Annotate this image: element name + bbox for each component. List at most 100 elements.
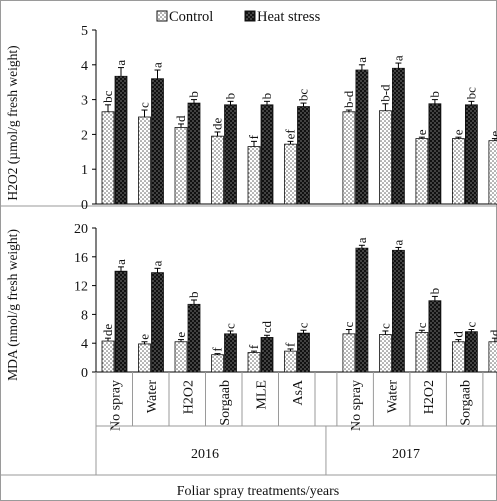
heat-stress-bar: [391, 249, 405, 373]
significance-letter: b: [427, 288, 442, 295]
significance-letter: d: [450, 331, 465, 338]
y-tick-label: 2: [81, 128, 88, 143]
significance-letter: a: [113, 60, 128, 66]
significance-letter: e: [137, 334, 152, 340]
x-tick-label: H2O2: [181, 380, 196, 414]
significance-letter: f: [246, 134, 261, 139]
heat-stress-bar: [428, 300, 442, 373]
control-bar: [211, 135, 224, 205]
legend-control-swatch: [156, 10, 168, 22]
control-bar: [451, 138, 465, 205]
x-tick-label: Water: [386, 380, 401, 413]
control-bar: [101, 111, 115, 205]
significance-letter: cd: [259, 321, 274, 334]
mda-panel: 0 4 8 12 16 20 MDA (nmol/g fresh weight) de e e f f…: [5, 222, 497, 381]
legend-control-label: Control: [169, 9, 213, 25]
significance-letter: b: [186, 292, 201, 299]
significance-letter: e: [173, 332, 188, 338]
x-tick-label: H2O2: [422, 380, 437, 414]
control-bar: [342, 111, 356, 205]
significance-letter: a: [354, 57, 369, 63]
significance-letter: a: [150, 260, 165, 266]
significance-letter: bc: [100, 90, 115, 103]
heat-stress-bar: [260, 104, 274, 205]
group-label-2016: 2016: [191, 447, 219, 462]
significance-letter: de: [210, 117, 225, 130]
heat-stress-bar: [428, 103, 442, 205]
heat-stress-bar: [391, 67, 405, 205]
h2o2-panel: 0 1 2 3 4 5 H2O2 (µmol/g fresh weight) bc c d de f e…: [5, 9, 497, 213]
significance-letter: de: [100, 324, 115, 337]
y-tick-label: 4: [81, 337, 88, 352]
heat-stress-bar: [114, 75, 128, 205]
x-tick-label: No spray: [108, 380, 123, 431]
y-tick-label: 3: [81, 94, 88, 109]
group-label-2017: 2017: [392, 447, 420, 462]
heat-stress-bar: [224, 333, 237, 373]
y-tick-label: 12: [74, 280, 88, 295]
significance-letter: a: [390, 55, 405, 61]
significance-letter: c: [341, 322, 356, 328]
x-tick-label: Sorgaab: [459, 380, 474, 426]
y-tick-label: 0: [81, 198, 88, 213]
heat-stress-bar: [260, 337, 274, 373]
control-bar: [488, 140, 497, 205]
significance-letter: e: [487, 131, 497, 137]
heat-stress-bar: [297, 106, 310, 205]
control-bar: [284, 350, 297, 373]
significance-letter: b-d: [341, 90, 356, 108]
significance-letter: a: [113, 259, 128, 265]
significance-letter: d: [173, 115, 188, 122]
significance-letter: b: [223, 93, 238, 100]
legend: Control Heat stress: [156, 9, 321, 25]
significance-letter: f: [210, 347, 225, 352]
control-bar: [138, 343, 151, 373]
control-bar: [284, 143, 297, 205]
x-tick-label: Sorgaab: [218, 380, 233, 426]
significance-letter: c: [223, 323, 238, 329]
y-tick-label: 20: [74, 222, 88, 237]
significance-letter: c: [377, 323, 392, 329]
significance-letter: b: [427, 91, 442, 98]
significance-letter: e: [414, 129, 429, 135]
control-bar: [138, 116, 151, 205]
heat-stress-bar: [151, 272, 164, 373]
control-bar: [342, 333, 356, 373]
control-bar: [174, 341, 188, 373]
significance-letter: f: [246, 344, 261, 349]
heat-stress-bar: [151, 78, 164, 205]
heat-stress-bar: [464, 331, 478, 373]
control-bar: [211, 354, 224, 373]
significance-letter: d: [487, 329, 497, 336]
x-tick-label: MLE: [495, 380, 497, 410]
significance-letter: b: [259, 93, 274, 100]
heat-stress-bar: [187, 102, 201, 205]
significance-letter: bc: [463, 87, 478, 100]
x-tick-label: MLE: [254, 380, 269, 410]
x-tick-label: No spray: [349, 380, 364, 431]
significance-letter: a: [354, 237, 369, 243]
significance-letter: b-d: [377, 84, 392, 102]
y-tick-label: 1: [81, 163, 88, 178]
significance-letter: c: [463, 322, 478, 328]
significance-letter: e: [450, 129, 465, 135]
control-bar: [451, 341, 465, 373]
significance-letter: a: [150, 62, 165, 68]
x-axis-title: Foliar spray treatments/years: [177, 484, 340, 499]
significance-letter: b: [186, 91, 201, 98]
control-bar: [101, 340, 115, 373]
x-tick-label: AsA: [291, 379, 306, 406]
x-axis-labels: No spray Water H2O2 Sorgaab MLE AsA No spray Wa…: [0, 372, 497, 499]
heat-stress-bar: [464, 104, 478, 205]
heat-stress-bar: [114, 270, 128, 373]
heat-stress-bar: [355, 69, 369, 205]
control-bar: [247, 352, 261, 373]
significance-letter: f: [283, 342, 298, 347]
x-tick-label: Water: [145, 380, 160, 413]
control-bar: [378, 334, 392, 373]
control-bar: [415, 138, 429, 205]
y-tick-label: 16: [74, 251, 88, 266]
y-tick-label: 5: [81, 24, 88, 39]
